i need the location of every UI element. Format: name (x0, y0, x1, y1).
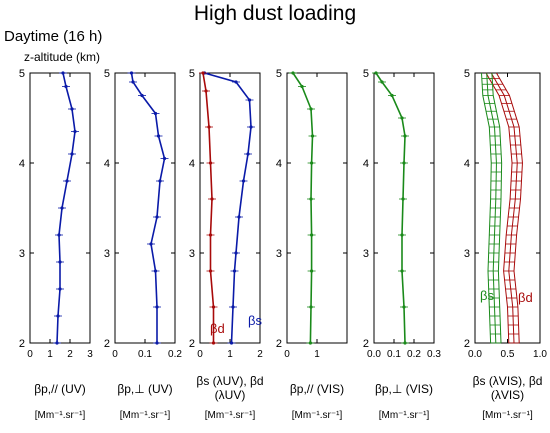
x-axis-unit: [Mm⁻¹.sr⁻¹] (100, 410, 190, 421)
x-tick-label: 0.0 (367, 349, 381, 360)
x-tick-label: 0 (27, 349, 33, 360)
y-tick-label: 5 (189, 68, 195, 80)
y-tick-label: 2 (276, 338, 282, 350)
panel-4-frame (287, 73, 347, 343)
series-line (293, 73, 313, 343)
y-tick-label: 4 (104, 158, 110, 170)
y-tick-label: 3 (19, 248, 25, 260)
x-axis-label: βp,// (VIS) (272, 382, 362, 396)
y-tick-label: 4 (363, 158, 369, 170)
x-axis-label: βs (λUV), βd (λUV) (185, 374, 275, 402)
x-tick-label: 0.1 (138, 349, 152, 360)
x-tick-label: 3 (87, 349, 93, 360)
x-tick-label: 0.2 (407, 349, 421, 360)
y-tick-label: 5 (363, 68, 369, 80)
x-tick-label: 0.2 (168, 349, 182, 360)
y-tick-label: 3 (464, 248, 470, 260)
x-axis-unit: [Mm⁻¹.sr⁻¹] (359, 410, 449, 421)
y-tick-label: 4 (189, 158, 195, 170)
x-axis-unit: [Mm⁻¹.sr⁻¹] (185, 410, 275, 421)
y-tick-label: 2 (189, 338, 195, 350)
x-tick-label: 0 (112, 349, 118, 360)
x-tick-label: 2 (257, 349, 263, 360)
y-tick-label: 3 (104, 248, 110, 260)
x-tick-label: 0.0 (468, 349, 482, 360)
x-axis-label: βp,// (UV) (15, 382, 105, 396)
x-tick-label: 0.5 (501, 349, 515, 360)
x-axis-label: βp,⊥ (VIS) (359, 382, 449, 396)
x-axis-label: βs (λVIS), βd (λVIS) (463, 374, 550, 402)
x-tick-label: 0 (197, 349, 203, 360)
y-tick-label: 4 (276, 158, 282, 170)
x-tick-label: 1 (47, 349, 53, 360)
y-tick-label: 5 (276, 68, 282, 80)
y-tick-label: 3 (276, 248, 282, 260)
series-line (203, 73, 214, 343)
series-annotation: βd (518, 290, 533, 305)
y-tick-label: 2 (104, 338, 110, 350)
series-annotation: βs (480, 288, 494, 303)
y-tick-label: 4 (19, 158, 25, 170)
y-tick-label: 5 (19, 68, 25, 80)
x-tick-label: 1.0 (533, 349, 547, 360)
x-axis-unit: [Mm⁻¹.sr⁻¹] (272, 410, 362, 421)
x-tick-label: 1 (314, 349, 320, 360)
x-axis-unit: [Mm⁻¹.sr⁻¹] (15, 410, 105, 421)
x-tick-label: 1 (227, 349, 233, 360)
panel-2-frame (115, 73, 175, 343)
series-annotation: βs (248, 313, 262, 328)
x-tick-label: 0 (284, 349, 290, 360)
series-annotation: βd (210, 321, 225, 336)
x-axis-unit: [Mm⁻¹.sr⁻¹] (463, 410, 550, 421)
x-axis-label: βp,⊥ (UV) (100, 382, 190, 396)
y-tick-label: 3 (189, 248, 195, 260)
y-tick-label: 5 (104, 68, 110, 80)
x-tick-label: 2 (67, 349, 73, 360)
series-line (132, 73, 165, 343)
x-tick-label: 0.1 (387, 349, 401, 360)
x-tick-label: 0.3 (427, 349, 441, 360)
y-tick-label: 4 (464, 158, 470, 170)
y-tick-label: 5 (464, 68, 470, 80)
series-line (376, 73, 405, 343)
y-tick-label: 2 (19, 338, 25, 350)
y-tick-label: 3 (363, 248, 369, 260)
